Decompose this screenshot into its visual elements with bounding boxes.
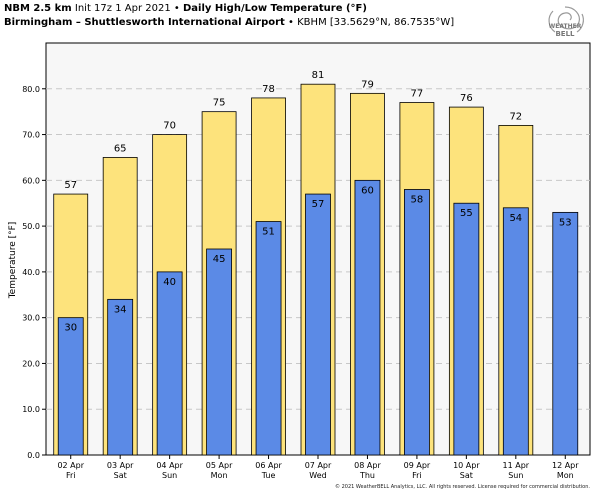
x-tick-date: 07 Apr [305,461,332,470]
x-tick-day: Mon [557,471,574,480]
high-value-label: 77 [411,89,424,100]
bars: 57 30 65 34 70 40 75 45 78 51 81 57 79 60 77 58 76 55 72 54… [53,70,579,456]
x-tick-date: 10 Apr [453,461,480,470]
high-value-label: 65 [114,143,127,154]
low-bar [552,211,579,456]
low-value-label: 55 [460,208,473,219]
x-tick-day: Mon [211,471,228,480]
y-tick-label: 40.0 [22,268,40,277]
model-name: NBM 2.5 km [4,3,72,14]
x-tick-date: 09 Apr [404,461,431,470]
low-value-label: 45 [213,254,226,265]
y-axis: 0.0 10.0 20.0 30.0 40.0 50.0 60.0 70.0 80.0 [22,85,46,460]
weatherbell-logo: WEATHER BELL [548,6,584,38]
y-tick-label: 0.0 [27,451,40,460]
x-tick-day: Sun [162,471,177,480]
low-bar [305,193,331,456]
low-value-label: 54 [509,213,522,224]
low-bar [354,179,381,456]
x-tick-day: Tue [261,471,276,480]
header-line-1: NBM 2.5 km Init 17z 1 Apr 2021 • Daily H… [4,3,367,14]
x-tick-day: Thu [359,471,375,480]
x-tick-day: Fri [412,471,422,480]
swirl-logo-icon [548,6,584,33]
high-value-label: 79 [361,79,374,90]
x-tick-date: 04 Apr [156,461,183,470]
y-tick-label: 60.0 [22,176,40,185]
low-bar [502,207,529,456]
low-value-label: 57 [312,199,325,210]
x-tick-date: 08 Apr [354,461,381,470]
x-tick-date: 06 Apr [255,461,282,470]
high-value-label: 57 [64,180,77,191]
high-value-label: 78 [262,84,275,95]
low-bar [255,221,282,456]
x-tick-date: 11 Apr [503,461,530,470]
low-value-label: 53 [559,217,572,228]
bullet-2: • [288,17,294,28]
low-bar [206,248,232,456]
low-value-label: 60 [361,185,374,196]
logo-text-1: WEATHER [549,23,582,30]
y-axis-label: Temperature [°F] [8,222,18,300]
low-value-label: 51 [262,227,275,238]
high-value-label: 75 [213,98,226,109]
x-tick-date: 12 Apr [552,461,579,470]
low-value-label: 34 [114,304,127,315]
x-tick-day: Sat [114,471,127,480]
low-value-label: 58 [411,194,424,205]
y-tick-label: 20.0 [22,359,40,368]
x-tick-date: 03 Apr [107,461,134,470]
logo-text-2: BELL [555,30,575,38]
high-value-label: 70 [163,121,176,132]
low-value-label: 40 [163,277,176,288]
init-time: Init 17z 1 Apr 2021 [74,3,171,14]
x-tick-date: 05 Apr [206,461,233,470]
bullet-1: • [173,3,180,14]
high-value-label: 76 [460,93,473,104]
y-tick-label: 30.0 [22,314,40,323]
x-tick-day: Sun [508,471,523,480]
low-bar [107,298,134,456]
station-info: KBHM [33.5629°N, 86.7535°W] [297,17,455,28]
low-bar [156,271,183,456]
low-bar [453,202,480,456]
copyright-credit: © 2021 WeatherBELL Analytics, LLC. All r… [335,484,590,490]
low-value-label: 30 [64,323,77,334]
high-value-label: 81 [312,70,325,81]
x-tick-date: 02 Apr [57,461,84,470]
y-tick-label: 80.0 [22,85,40,94]
low-bar [57,317,84,456]
chart-title: Daily High/Low Temperature (°F) [182,3,367,14]
y-tick-label: 70.0 [22,131,40,140]
location-name: Birmingham – Shuttlesworth International… [4,17,285,28]
y-tick-label: 10.0 [22,405,40,414]
low-bar [404,189,430,456]
high-value-label: 72 [509,111,522,122]
x-tick-day: Fri [66,471,76,480]
x-tick-day: Wed [309,471,326,480]
header-line-2: Birmingham – Shuttlesworth International… [4,17,454,28]
x-tick-day: Sat [460,471,473,480]
y-tick-label: 50.0 [22,222,40,231]
